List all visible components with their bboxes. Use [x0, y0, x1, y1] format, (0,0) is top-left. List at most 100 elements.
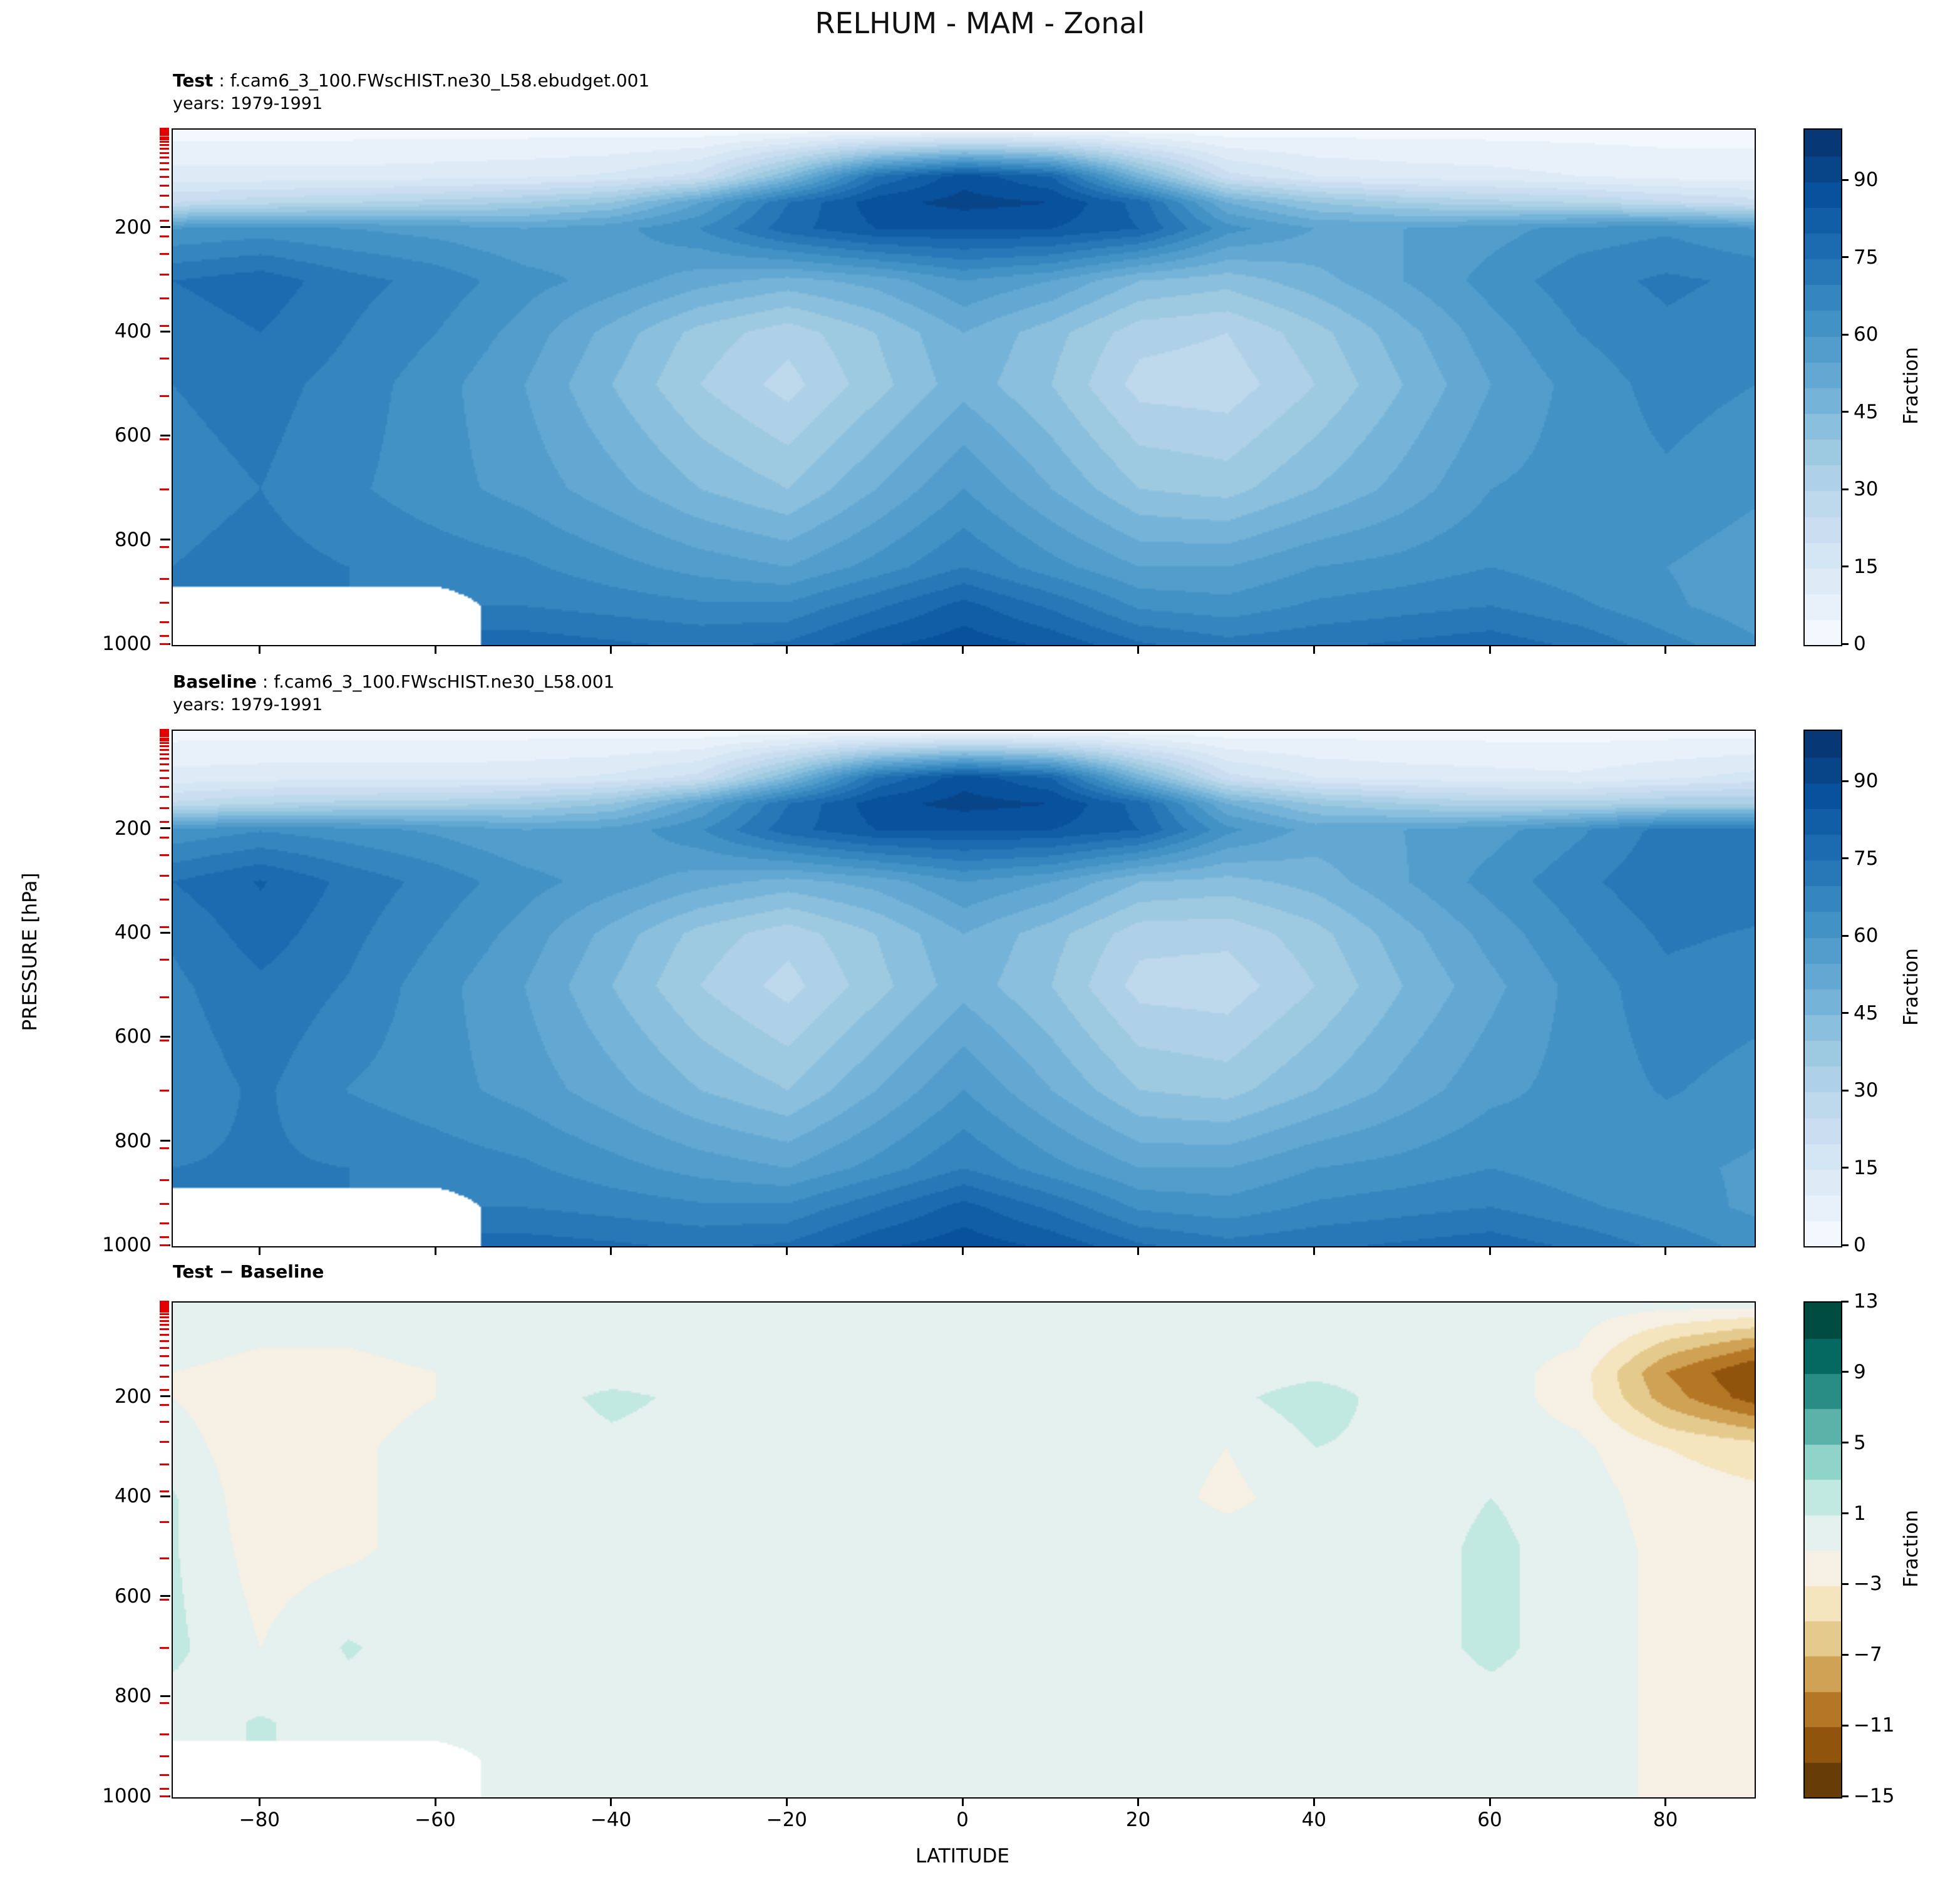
model-level-tick	[160, 742, 169, 745]
colorbar-tick	[1841, 488, 1849, 490]
model-level-tick	[160, 1774, 169, 1776]
baseline-years: years: 1979-1991	[173, 695, 323, 715]
test-colorbar	[1803, 128, 1842, 646]
y-tick	[160, 1395, 170, 1398]
x-tick	[1488, 1797, 1491, 1806]
model-level-tick	[160, 1304, 169, 1306]
model-level-tick	[160, 926, 169, 929]
model-level-tick	[160, 854, 169, 856]
model-level-tick	[160, 1420, 169, 1423]
baseline-panel-plot	[172, 730, 1756, 1247]
model-level-tick	[160, 206, 169, 209]
y-tick	[160, 1595, 170, 1598]
x-tick	[1313, 1797, 1315, 1806]
x-tick	[1313, 1246, 1315, 1255]
x-tick	[785, 1246, 788, 1255]
model-level-tick	[160, 730, 169, 732]
model-level-tick	[160, 820, 169, 823]
diff-contour-canvas	[173, 1303, 1755, 1797]
model-level-tick	[160, 1464, 169, 1466]
x-tick	[258, 1246, 260, 1255]
y-tick-label: 800	[114, 1685, 152, 1708]
model-level-tick	[160, 1365, 169, 1367]
model-level-tick	[160, 601, 169, 604]
model-level-tick	[160, 735, 169, 738]
model-level-tick	[160, 1089, 169, 1092]
model-level-tick	[160, 357, 169, 359]
test-colorbar-canvas	[1805, 130, 1841, 645]
model-level-tick	[160, 753, 169, 755]
model-level-tick	[160, 1346, 169, 1349]
x-tick-label: 40	[1301, 1809, 1327, 1831]
x-tick	[961, 1246, 964, 1255]
model-level-tick	[160, 134, 169, 137]
x-tick	[1488, 645, 1491, 654]
model-level-tick	[160, 168, 169, 171]
model-level-tick	[160, 1324, 169, 1326]
model-level-tick	[160, 745, 169, 748]
y-tick	[160, 1140, 170, 1142]
colorbar-tick-label: 60	[1854, 323, 1879, 346]
model-level-tick	[160, 147, 169, 150]
x-tick	[434, 1246, 436, 1255]
model-level-tick	[160, 1490, 169, 1492]
model-level-tick	[160, 1311, 169, 1313]
model-level-tick	[160, 1646, 169, 1649]
colorbar-tick	[1841, 780, 1849, 782]
model-level-tick	[160, 621, 169, 623]
model-level-tick	[160, 1301, 169, 1304]
test-years: years: 1979-1991	[173, 94, 323, 113]
model-level-tick	[160, 395, 169, 397]
model-level-tick	[160, 578, 169, 581]
model-level-tick	[160, 807, 169, 810]
colorbar-tick-label: −11	[1854, 1714, 1895, 1737]
model-level-tick	[160, 1795, 169, 1797]
model-level-tick	[160, 836, 169, 839]
colorbar-tick	[1841, 1371, 1849, 1373]
test-contour-canvas	[173, 130, 1755, 645]
x-tick-label: 60	[1477, 1809, 1502, 1831]
y-tick-label: 1000	[102, 1785, 152, 1807]
y-axis-label: PRESSURE [hPa]	[19, 872, 41, 1031]
colorbar-tick	[1841, 1012, 1849, 1015]
colorbar-tick	[1841, 256, 1849, 259]
x-tick	[1137, 1797, 1140, 1806]
model-level-tick	[160, 777, 169, 779]
colorbar-tick-label: −7	[1854, 1643, 1882, 1666]
model-level-tick	[160, 1306, 169, 1309]
colorbar-tick-label: 45	[1854, 1001, 1879, 1025]
model-level-tick	[160, 1202, 169, 1205]
x-tick-label: 80	[1653, 1809, 1678, 1831]
x-tick	[1137, 1246, 1140, 1255]
y-tick-label: 600	[114, 1584, 152, 1608]
model-level-tick	[160, 1340, 169, 1342]
colorbar-tick	[1841, 411, 1849, 413]
diff-label: Test − Baseline	[173, 1261, 324, 1282]
model-level-tick	[160, 1319, 169, 1322]
x-tick	[961, 1797, 964, 1806]
y-tick	[160, 330, 170, 333]
colorbar-tick-label: 9	[1854, 1360, 1866, 1383]
y-tick-label: 1000	[102, 632, 152, 655]
model-level-tick	[160, 235, 169, 237]
model-level-tick	[160, 1733, 169, 1735]
baseline-colorbar	[1803, 730, 1842, 1247]
x-tick	[1664, 1246, 1667, 1255]
colorbar-tick	[1841, 1167, 1849, 1169]
model-level-tick	[160, 643, 169, 645]
colorbar-tick	[1841, 565, 1849, 568]
model-level-tick	[160, 1313, 169, 1316]
model-level-tick	[160, 325, 169, 328]
colorbar-tick-label: 30	[1854, 478, 1879, 501]
model-level-tick	[160, 1039, 169, 1041]
model-level-tick	[160, 1403, 169, 1406]
model-level-tick	[160, 184, 169, 187]
y-tick	[160, 931, 170, 934]
model-level-tick	[160, 1303, 169, 1305]
test-label: Test	[173, 70, 214, 91]
y-tick	[160, 827, 170, 830]
colorbar-tick-label: 45	[1854, 400, 1879, 423]
model-level-tick	[160, 875, 169, 877]
colorbar-tick	[1841, 1795, 1849, 1797]
